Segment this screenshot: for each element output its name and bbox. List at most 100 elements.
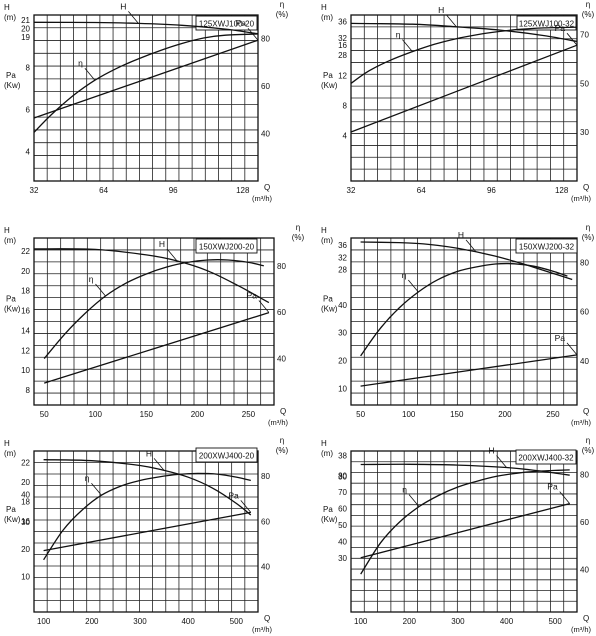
eta-tick-label: 40 (580, 357, 589, 366)
eta-tick-label: 40 (580, 565, 589, 574)
pa-tick-label: 80 (338, 472, 347, 481)
x-tick-label: 128 (236, 186, 250, 195)
h-axis-label: H (321, 226, 327, 235)
eta-curve-label: η (396, 30, 401, 40)
h-axis-label: H (321, 3, 327, 12)
pa-leader-line (566, 32, 578, 46)
x-tick-label: 250 (546, 410, 560, 419)
h-leader-line (128, 11, 139, 24)
pa-tick-label: 12 (338, 71, 347, 80)
eta-axis-unit: (%) (276, 446, 289, 455)
x-tick-label: 50 (40, 410, 49, 419)
pa-tick-label: 4 (343, 132, 348, 141)
eta-tick-label: 40 (277, 355, 286, 364)
eta-axis-unit: (%) (582, 233, 595, 242)
x-tick-label: 64 (417, 186, 426, 195)
x-axis-label: Q (583, 407, 589, 416)
x-tick-label: 300 (133, 617, 147, 626)
plot-frame (350, 450, 578, 613)
eta-axis-label: η (296, 223, 300, 232)
chart-panel-150XWJ200-20: 150XWJ200-20H(m)Pa(Kw) 161820228101214η(%… (4, 223, 305, 427)
chart-panel-200XWJ400-20: 200XWJ400-20H(m)Pa(Kw) 1618202210203040η(… (4, 436, 289, 634)
eta-curve (43, 472, 251, 561)
plot-frame (33, 450, 259, 613)
h-curve-label: H (159, 239, 165, 249)
eta-curve (43, 259, 264, 360)
h-axis-unit: (m) (4, 236, 16, 245)
eta-leader-line (95, 283, 106, 297)
pa-tick-label: 20 (338, 356, 347, 365)
pa-curve (360, 502, 570, 559)
plot-frame (33, 237, 275, 406)
pa-axis-label: Pa (6, 505, 16, 514)
eta-axis-label: η (586, 223, 590, 232)
h-tick-label: 36 (338, 17, 347, 26)
x-tick-label: 500 (548, 617, 562, 626)
h-curve-label: H (458, 230, 464, 240)
x-axis-unit: (m³/h) (571, 194, 591, 203)
x-tick-label: 96 (487, 186, 496, 195)
model-label-box (515, 449, 577, 465)
h-curve-label: H (120, 1, 126, 11)
eta-tick-label: 60 (580, 308, 589, 317)
pa-axis-label: Pa (6, 294, 16, 303)
pa-curve-label: Pa (555, 23, 566, 33)
x-axis-label: Q (264, 614, 270, 623)
eta-tick-label: 80 (261, 35, 270, 44)
pa-tick-label: 6 (26, 106, 31, 115)
eta-tick-label: 40 (261, 130, 270, 139)
x-axis-unit: (m³/h) (252, 625, 272, 634)
pa-curve-label: Pa (246, 291, 257, 301)
x-tick-label: 100 (402, 410, 416, 419)
eta-tick-label: 30 (580, 128, 589, 137)
eta-axis-label: η (280, 0, 284, 9)
pa-curve (33, 39, 259, 119)
eta-tick-label: 70 (580, 31, 589, 40)
eta-leader-line (84, 67, 96, 81)
pa-curve (44, 311, 270, 384)
model-label-box (195, 238, 258, 254)
eta-tick-label: 60 (261, 82, 270, 91)
h-tick-label: 22 (21, 247, 30, 256)
h-tick-label: 22 (21, 459, 30, 468)
eta-curve-label: η (89, 274, 94, 284)
h-tick-label: 16 (21, 307, 30, 316)
h-tick-label: 30 (338, 473, 347, 482)
pa-leader-line (566, 342, 578, 356)
chart-panel-125XWJ100-20: 125XWJ100-20H(m)Pa(Kw)192021468η(%)40608… (4, 0, 289, 203)
pa-leader-line (258, 300, 270, 313)
eta-axis-label: η (280, 436, 284, 445)
h-tick-label: 20 (21, 478, 30, 487)
h-leader-line (446, 14, 457, 28)
pa-axis-unit: (Kw) (4, 304, 21, 313)
pa-axis-unit: (Kw) (4, 81, 21, 90)
plot-grid (350, 14, 578, 182)
pa-tick-label: 8 (26, 64, 31, 73)
h-axis-label: H (4, 3, 10, 12)
model-label: 200XWJ400-20 (199, 452, 255, 461)
plot-frame (33, 14, 259, 182)
chart-panel-125XWJ100-32: 125XWJ100-32H(m)Pa(Kw)283236481216η(%)30… (321, 0, 595, 203)
x-tick-label: 400 (181, 617, 195, 626)
pa-tick-label: 10 (338, 384, 347, 393)
eta-tick-label: 80 (580, 471, 589, 480)
pa-axis-unit: (Kw) (4, 515, 21, 524)
eta-curve (33, 33, 259, 133)
x-tick-label: 200 (498, 410, 512, 419)
pa-tick-label: 40 (338, 537, 347, 546)
eta-curve (350, 26, 578, 84)
pa-curve (43, 511, 251, 552)
model-label-box (195, 15, 258, 31)
pa-curve-label: Pa (228, 490, 239, 500)
x-axis-label: Q (583, 614, 589, 623)
x-tick-label: 100 (89, 410, 103, 419)
eta-curve (360, 469, 570, 575)
pa-tick-label: 70 (338, 488, 347, 497)
plot-grid (33, 14, 259, 182)
eta-curve-label: η (78, 58, 83, 68)
pa-tick-label: 60 (338, 505, 347, 514)
pa-tick-label: 10 (21, 573, 30, 582)
h-leader-line (166, 248, 178, 262)
eta-curve (360, 262, 568, 357)
